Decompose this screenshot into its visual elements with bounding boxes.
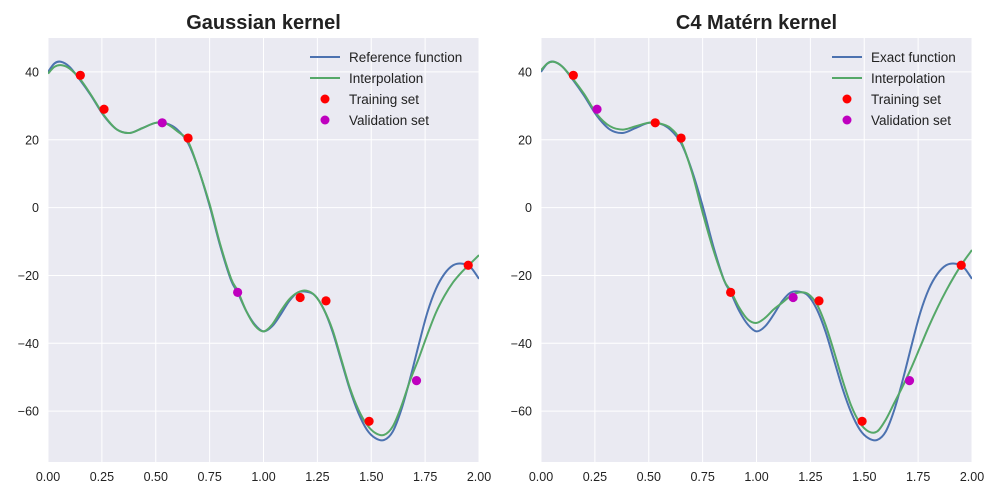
tick-labels: 0.00 0.25 0.50 0.75 1.00 1.25 1.50 1.75 2.00 40 20… — [18, 65, 491, 484]
y-tick-label: −60 — [511, 405, 532, 419]
training-point — [99, 104, 109, 114]
x-tick-label: 1.00 — [744, 470, 768, 484]
legend-reference-label: Exact function — [871, 50, 956, 65]
legend-validation-marker — [320, 115, 330, 125]
training-point — [183, 133, 193, 143]
interpolation-line — [48, 64, 479, 437]
y-tick-label: −40 — [511, 337, 532, 351]
validation-point — [592, 104, 602, 114]
x-tick-label: 1.50 — [359, 470, 383, 484]
x-tick-label: 1.50 — [852, 470, 876, 484]
training-point — [956, 260, 966, 270]
x-tick-label: 0.00 — [36, 470, 60, 484]
legend-validation-marker — [842, 115, 852, 125]
y-tick-label: 20 — [25, 133, 39, 147]
legend: Reference function Interpolation Trainin… — [310, 50, 462, 128]
x-tick-label: 0.75 — [197, 470, 221, 484]
x-tick-label: 0.75 — [690, 470, 714, 484]
legend-interpolation-label: Interpolation — [349, 71, 423, 86]
legend: Exact function Interpolation Training se… — [832, 50, 956, 128]
training-point — [295, 292, 305, 303]
x-tick-label: 2.00 — [960, 470, 984, 484]
training-point — [463, 260, 473, 270]
validation-point — [788, 292, 798, 303]
training-point — [650, 118, 660, 128]
validation-point — [233, 287, 243, 297]
training-point — [726, 287, 736, 297]
y-tick-label: 20 — [518, 133, 532, 147]
chart-title: C4 Matérn kernel — [676, 12, 837, 34]
x-tick-label: 0.50 — [637, 470, 661, 484]
validation-point — [157, 118, 167, 128]
training-point — [568, 70, 578, 80]
training-point — [321, 296, 331, 306]
y-tick-label: 40 — [518, 65, 532, 79]
training-point — [857, 416, 867, 426]
y-tick-label: −20 — [511, 269, 532, 283]
validation-point — [904, 375, 915, 386]
x-tick-label: 0.25 — [583, 470, 607, 484]
x-tick-label: 0.00 — [529, 470, 553, 484]
x-tick-label: 0.25 — [90, 470, 114, 484]
y-tick-label: 0 — [32, 201, 39, 215]
validation-point — [411, 375, 422, 386]
legend-training-label: Training set — [349, 92, 419, 107]
training-point — [364, 416, 374, 426]
legend-validation-label: Validation set — [871, 113, 951, 128]
reference-function-line — [541, 60, 972, 442]
x-tick-label: 1.75 — [413, 470, 437, 484]
series — [541, 60, 972, 442]
x-tick-label: 1.25 — [305, 470, 329, 484]
x-tick-label: 1.00 — [251, 470, 275, 484]
legend-validation-label: Validation set — [349, 113, 429, 128]
legend-training-marker — [320, 94, 330, 104]
x-tick-label: 1.25 — [798, 470, 822, 484]
y-tick-label: 40 — [25, 65, 39, 79]
x-tick-label: 1.75 — [906, 470, 930, 484]
panel-matern: 0.00 0.25 0.50 0.75 1.00 1.25 1.50 1.75 2.00 40 20… — [511, 12, 984, 484]
training-point — [814, 296, 824, 306]
chart-title: Gaussian kernel — [186, 12, 341, 34]
y-tick-label: 0 — [525, 201, 532, 215]
legend-reference-label: Reference function — [349, 50, 462, 65]
panel-gaussian: 0.00 0.25 0.50 0.75 1.00 1.25 1.50 1.75 2.00 40 20… — [18, 12, 491, 484]
series — [48, 60, 479, 442]
x-tick-label: 2.00 — [467, 470, 491, 484]
legend-training-marker — [842, 94, 852, 104]
legend-interpolation-label: Interpolation — [871, 71, 945, 86]
tick-labels: 0.00 0.25 0.50 0.75 1.00 1.25 1.50 1.75 2.00 40 20… — [511, 65, 984, 484]
legend-training-label: Training set — [871, 92, 941, 107]
x-tick-label: 0.50 — [144, 470, 168, 484]
training-point — [75, 70, 85, 80]
y-tick-label: −60 — [18, 405, 39, 419]
y-tick-label: −20 — [18, 269, 39, 283]
training-point — [676, 133, 686, 143]
grid — [47, 38, 480, 462]
y-tick-label: −40 — [18, 337, 39, 351]
